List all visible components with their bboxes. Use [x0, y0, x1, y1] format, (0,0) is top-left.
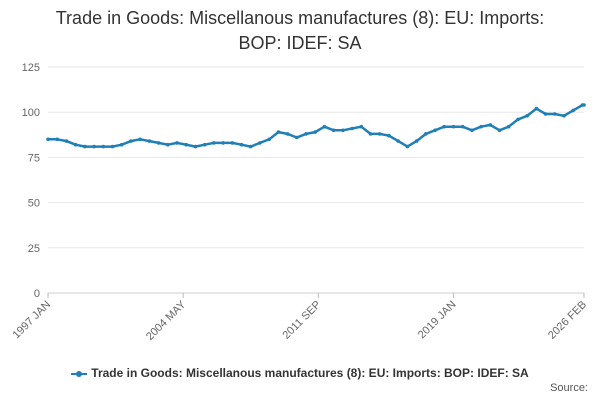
y-tick-label: 25 — [28, 243, 40, 255]
data-point — [267, 137, 272, 142]
data-point — [285, 132, 290, 136]
series-line — [46, 103, 586, 148]
data-point — [525, 114, 529, 118]
data-point — [442, 124, 447, 129]
data-point — [543, 112, 548, 116]
data-point — [414, 139, 419, 143]
data-point — [387, 133, 391, 138]
data-point — [396, 139, 401, 143]
y-tick-label: 0 — [34, 288, 40, 300]
data-point — [230, 141, 235, 145]
data-point — [479, 124, 483, 129]
legend[interactable]: Trade in Goods: Miscellanous manufacture… — [0, 366, 600, 380]
data-point — [313, 130, 318, 134]
source-label: Source: — [550, 382, 588, 394]
y-tick-label: 125 — [22, 62, 40, 74]
data-point — [460, 124, 465, 129]
series-group — [46, 103, 586, 149]
data-point — [248, 144, 253, 149]
data-point — [212, 141, 216, 145]
data-point — [193, 144, 198, 149]
data-point — [110, 144, 115, 149]
data-point — [497, 128, 502, 133]
data-point — [101, 144, 106, 149]
data-point — [451, 124, 456, 129]
chart-title-line-2: BOP: IDEF: SA — [238, 33, 362, 53]
data-point — [368, 132, 373, 136]
data-point — [295, 135, 299, 140]
data-point — [359, 124, 364, 129]
x-axis: 1997 JAN 2004 MAY 2011 SEP 2019 JAN 2026 FEB — [10, 293, 589, 343]
data-point — [73, 142, 78, 147]
data-point — [350, 126, 354, 131]
legend-line-marker-icon — [71, 369, 88, 379]
data-point — [582, 103, 586, 107]
y-tick-label: 75 — [28, 152, 40, 164]
x-tick-label: 2011 SEP — [280, 299, 323, 342]
data-point — [553, 112, 557, 116]
data-point — [55, 137, 59, 142]
x-tick-label: 2004 MAY — [144, 298, 189, 343]
data-point — [470, 128, 474, 133]
data-point — [184, 142, 188, 147]
data-point — [377, 132, 382, 136]
grid-lines — [48, 66, 584, 294]
data-point — [424, 132, 428, 136]
data-point — [147, 139, 152, 143]
data-point — [119, 142, 124, 147]
legend-series-label: Trade in Goods: Miscellanous manufacture… — [91, 366, 529, 380]
data-point — [92, 144, 96, 149]
data-point — [341, 128, 345, 133]
data-point — [175, 141, 179, 145]
data-point — [405, 144, 410, 149]
y-axis: 0 25 50 75 100 125 — [22, 62, 40, 300]
data-point — [202, 142, 207, 147]
data-point — [258, 141, 262, 145]
data-point — [534, 106, 539, 111]
data-point — [129, 139, 133, 143]
data-point — [331, 128, 336, 133]
data-point — [64, 139, 69, 143]
data-point — [571, 108, 575, 113]
chart-title: Trade in Goods: Miscellanous manufacture… — [0, 6, 600, 56]
data-point — [239, 142, 244, 147]
data-point — [138, 137, 142, 142]
data-point — [433, 128, 437, 133]
data-point — [516, 117, 520, 122]
data-point — [322, 124, 327, 129]
data-point — [166, 142, 170, 147]
data-point — [221, 141, 225, 145]
x-tick-label: 2019 JAN — [416, 299, 459, 342]
x-tick-label: 1997 JAN — [10, 299, 53, 342]
data-point — [83, 144, 87, 149]
data-point — [506, 124, 511, 129]
data-point — [276, 130, 281, 134]
y-tick-label: 50 — [28, 198, 40, 210]
data-point — [304, 132, 308, 136]
data-point — [488, 123, 493, 127]
y-tick-label: 100 — [22, 107, 40, 119]
x-tick-label: 2026 FEB — [546, 299, 589, 342]
data-point — [46, 137, 50, 142]
data-point — [562, 114, 566, 118]
data-point — [156, 141, 161, 145]
chart-title-line-1: Trade in Goods: Miscellanous manufacture… — [55, 8, 545, 28]
